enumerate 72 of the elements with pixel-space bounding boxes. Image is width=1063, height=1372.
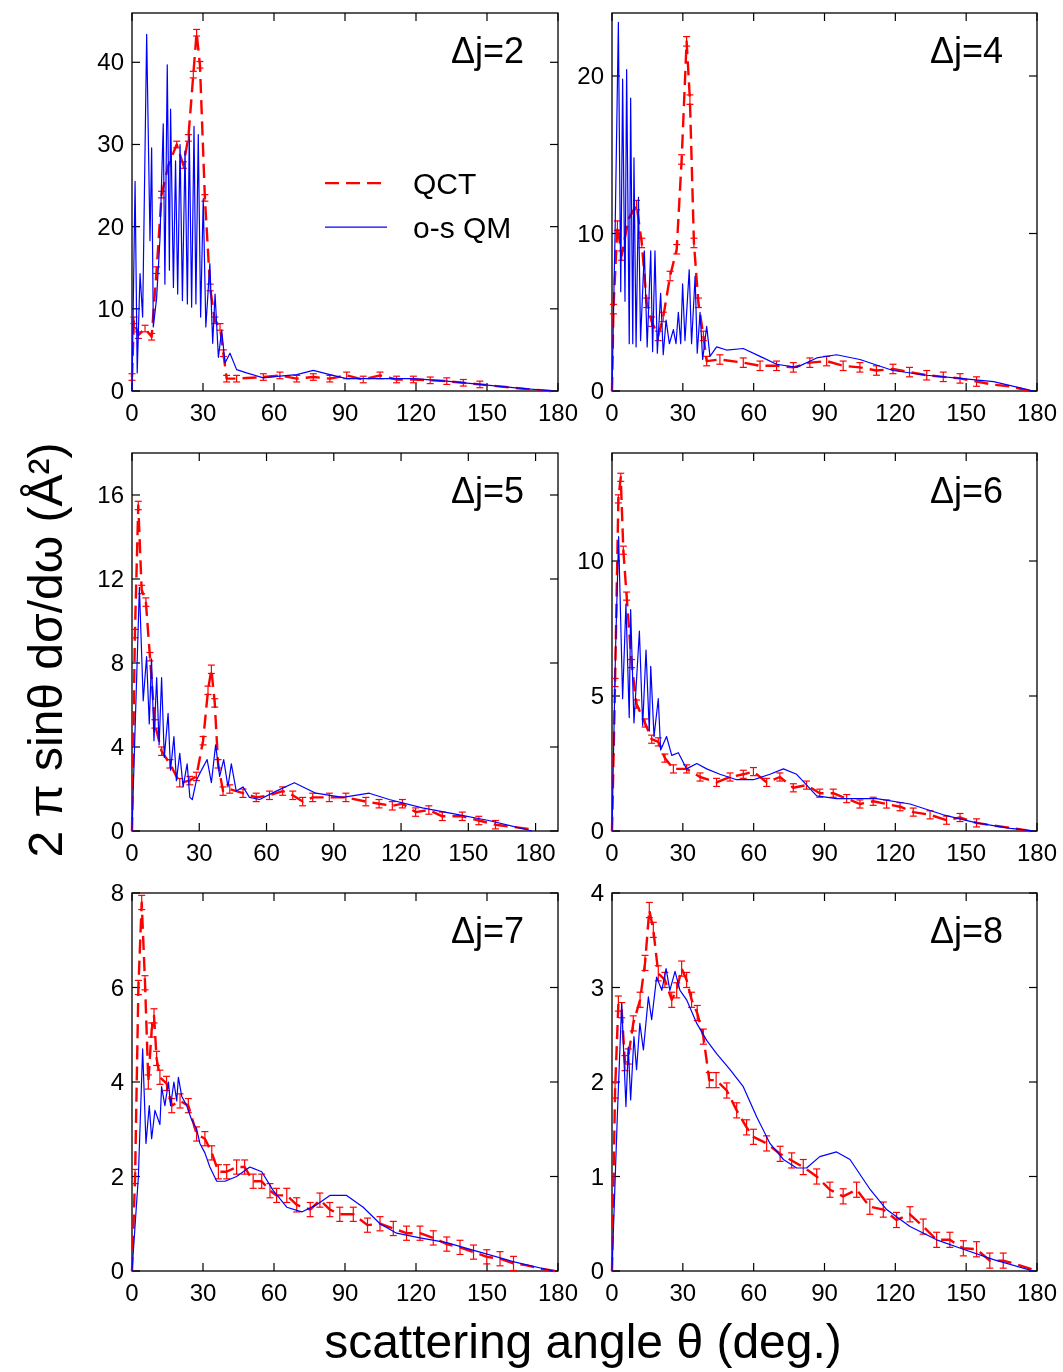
- y-tick-label: 0: [590, 1257, 604, 1284]
- x-tick-label: 120: [395, 399, 437, 426]
- y-tick-label: 4: [110, 1068, 124, 1095]
- legend-label: QCT: [413, 167, 477, 201]
- x-tick-label: 150: [946, 399, 987, 426]
- x-tick-label: 150: [946, 1279, 987, 1306]
- x-tick-label: 180: [537, 399, 579, 426]
- x-tick-label: 180: [537, 1279, 579, 1306]
- y-tick-label: 40: [97, 48, 124, 76]
- y-tick-label: 8: [110, 879, 124, 906]
- y-tick-label: 5: [590, 682, 604, 709]
- x-tick-label: 180: [1016, 1279, 1058, 1306]
- x-tick-label: 60: [260, 1279, 288, 1306]
- y-tick-label: 1: [590, 1162, 604, 1190]
- text: Δj=4: [929, 30, 1003, 71]
- y-tick-label: 3: [590, 973, 604, 1001]
- x-tick-label: 30: [189, 399, 217, 426]
- x-tick-label: 120: [875, 399, 916, 426]
- y-tick-label: 0: [110, 1257, 124, 1284]
- x-tick-label: 30: [669, 839, 697, 866]
- x-tick-label: 180: [515, 839, 556, 866]
- x-tick-label: 60: [260, 399, 288, 426]
- x-tick-label: 90: [331, 1279, 359, 1306]
- y-tick-label: 6: [110, 973, 124, 1001]
- x-tick-label: 30: [189, 1279, 217, 1306]
- y-tick-label: 20: [97, 212, 124, 240]
- x-tick-label: 60: [253, 839, 280, 866]
- y-tick-label: 20: [577, 62, 604, 89]
- y-tick-label: 2: [110, 1162, 124, 1190]
- y-tick-label: 8: [110, 649, 124, 676]
- y-tick-label: 0: [590, 817, 604, 844]
- x-tick-label: 120: [875, 839, 916, 866]
- y-tick-label: 10: [577, 219, 604, 247]
- x-tick-label: 120: [381, 839, 422, 866]
- y-tick-label: 10: [577, 547, 604, 574]
- x-tick-label: 120: [875, 1279, 916, 1306]
- x-tick-label: 90: [811, 399, 838, 426]
- x-tick-label: 30: [669, 399, 697, 426]
- y-tick-label: 0: [590, 377, 604, 404]
- x-tick-label: 120: [395, 1279, 437, 1306]
- y-tick-label: 0: [110, 817, 124, 844]
- y-tick-label: 10: [97, 294, 124, 322]
- y-tick-label: 12: [97, 565, 124, 592]
- y-tick-label: 2: [590, 1068, 604, 1095]
- text: Δj=7: [450, 910, 524, 951]
- x-tick-label: 30: [185, 839, 213, 866]
- y-tick-label: 16: [97, 481, 124, 508]
- x-tick-label: 60: [740, 839, 768, 866]
- x-tick-label: 90: [331, 399, 359, 426]
- x-tick-label: 30: [669, 1279, 697, 1306]
- y-tick-label: 4: [110, 733, 124, 760]
- text: Δj=5: [450, 470, 524, 511]
- x-tick-label: 150: [448, 839, 489, 866]
- legend-label: o-s QM: [413, 211, 512, 245]
- text: Δj=8: [929, 910, 1003, 951]
- x-tick-label: 60: [740, 399, 768, 426]
- y-tick-label: 30: [97, 130, 124, 158]
- y-tick-label: 4: [590, 879, 604, 906]
- text: Δj=2: [450, 30, 524, 71]
- text: Δj=6: [929, 470, 1003, 511]
- x-tick-label: 90: [811, 1279, 838, 1306]
- y-axis-title: 2 π sinθ dσ/dω (Å²): [19, 442, 72, 858]
- x-tick-label: 150: [466, 1279, 508, 1306]
- x-tick-label: 60: [740, 1279, 768, 1306]
- x-tick-label: 90: [811, 839, 838, 866]
- y-tick-label: 0: [110, 377, 124, 404]
- x-tick-label: 90: [320, 839, 348, 866]
- x-tick-label: 150: [466, 399, 508, 426]
- x-tick-label: 180: [1016, 839, 1058, 866]
- x-tick-label: 150: [946, 839, 987, 866]
- x-tick-label: 180: [1016, 399, 1058, 426]
- x-axis-title: scattering angle θ (deg.): [324, 1315, 842, 1368]
